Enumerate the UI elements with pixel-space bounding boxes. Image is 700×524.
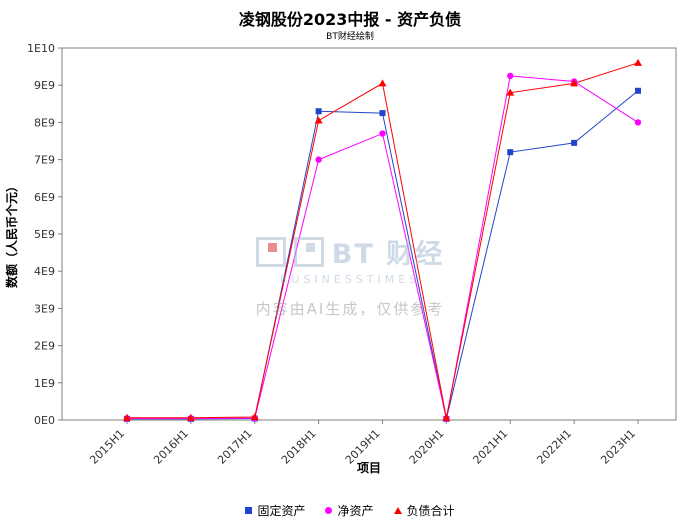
- plot-area: [61, 47, 677, 421]
- y-tick-label: 9E9: [34, 79, 55, 92]
- y-axis-label: 数额（人民币个元）: [4, 180, 19, 288]
- x-tick-label: 2018H1: [279, 427, 319, 467]
- y-tick-label: 3E9: [34, 302, 55, 315]
- marker-triangle: [186, 413, 195, 421]
- x-tick-label: 2017H1: [215, 427, 255, 467]
- y-tick-label: 1E10: [27, 42, 55, 55]
- marker-triangle: [378, 79, 387, 87]
- marker-square: [635, 87, 641, 94]
- chart-title: 凌钢股份2023中报 - 资产负债: [238, 10, 462, 29]
- legend-label: 固定资产: [257, 504, 306, 518]
- chart-subtitle: BT财经绘制: [326, 32, 374, 42]
- y-tick-label: 7E9: [34, 154, 55, 167]
- marker-triangle: [314, 116, 323, 124]
- y-tick-label: 5E9: [34, 228, 55, 241]
- x-tick-label: 2022H1: [534, 427, 574, 467]
- y-tick-label: 2E9: [34, 340, 55, 353]
- x-tick-label: 2015H1: [87, 427, 127, 467]
- y-tick-label: 0E0: [34, 414, 55, 427]
- legend: 固定资产 净资产 负债合计: [0, 502, 700, 519]
- marker-circle: [634, 119, 642, 126]
- legend-triangle-icon: [393, 507, 402, 514]
- legend-item-负债合计: 负债合计: [393, 502, 455, 519]
- legend-item-净资产: 净资产: [325, 502, 374, 519]
- marker-triangle: [634, 58, 642, 66]
- marker-triangle: [250, 413, 259, 421]
- y-tick-label: 8E9: [34, 116, 55, 129]
- marker-circle: [379, 130, 386, 137]
- legend-square-icon: [245, 507, 253, 514]
- marker-circle: [507, 72, 514, 80]
- legend-label: 净资产: [337, 504, 374, 518]
- marker-triangle: [506, 88, 515, 96]
- marker-triangle: [570, 79, 579, 87]
- y-tick-label: 6E9: [34, 191, 55, 204]
- x-tick-label: 2021H1: [471, 427, 511, 467]
- marker-triangle: [123, 413, 131, 421]
- y-tick-label: 1E9: [34, 377, 55, 390]
- y-tick-label: 4E9: [34, 265, 55, 278]
- legend-item-固定资产: 固定资产: [245, 502, 305, 519]
- marker-square: [571, 139, 578, 146]
- marker-square: [315, 108, 322, 115]
- marker-square: [379, 110, 386, 117]
- marker-circle: [315, 156, 322, 163]
- chart-svg: 0E0 1E9 2E9 3E9 4E9 5E9 6E9 7E9 8E9 9E9 1E10 2015H1…: [4, 42, 677, 475]
- x-tick-label: 2016H1: [151, 427, 191, 467]
- legend-label: 负债合计: [406, 504, 455, 518]
- marker-triangle: [442, 413, 451, 421]
- x-axis-label: 项目: [357, 461, 381, 475]
- x-tick-label: 2023H1: [598, 427, 638, 467]
- legend-circle-icon: [325, 507, 333, 514]
- marker-square: [507, 149, 514, 156]
- x-tick-label: 2020H1: [407, 427, 447, 467]
